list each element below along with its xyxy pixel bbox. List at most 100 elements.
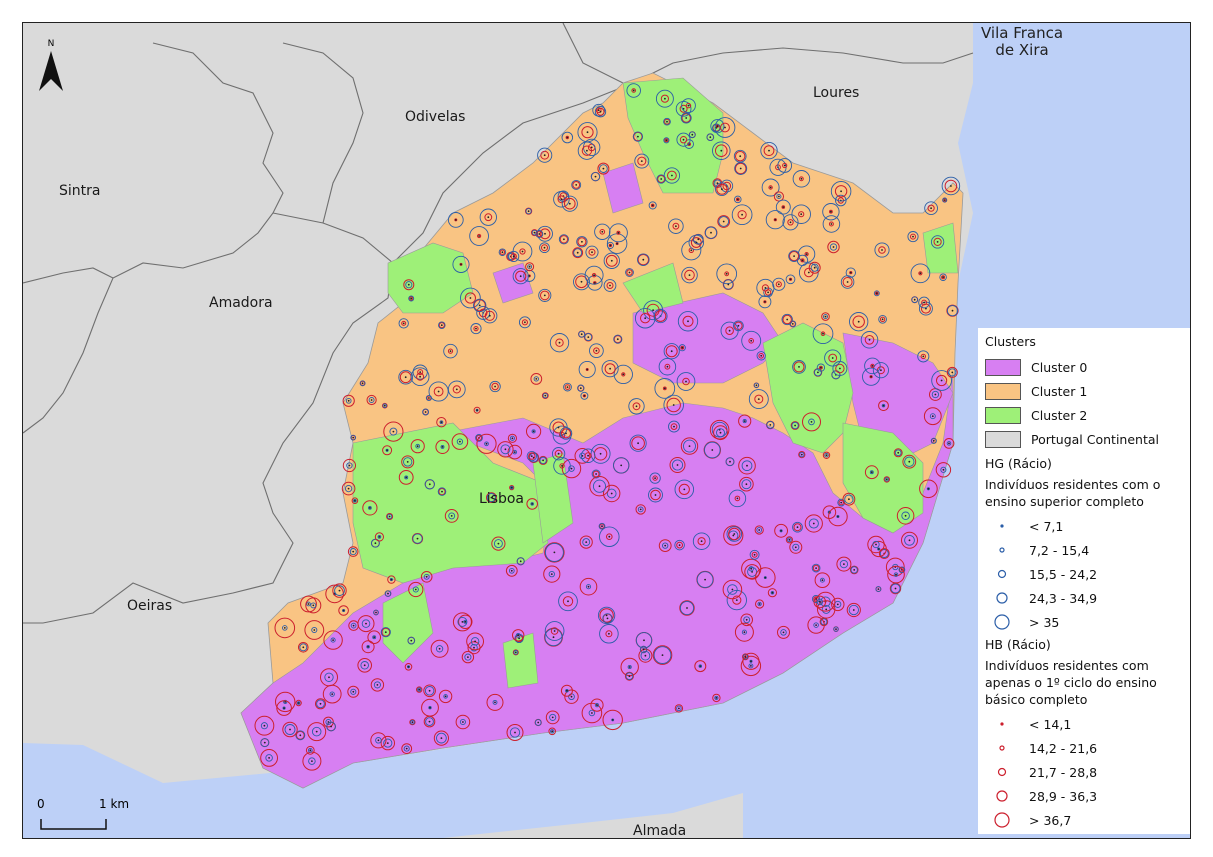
hb-symbol (421, 698, 439, 717)
centroid-dot (449, 350, 452, 352)
centroid-dot (611, 719, 614, 721)
centroid-dot (739, 167, 742, 170)
hb-symbol (305, 597, 322, 614)
hb-symbol (276, 700, 292, 716)
hg-symbol (550, 729, 555, 734)
hg-symbol (601, 360, 619, 378)
hb-symbol (813, 595, 827, 609)
centroid-dot (595, 473, 597, 475)
legend-hb-symbol-icon (999, 745, 1005, 751)
hb-symbol (821, 312, 830, 321)
hb-symbol (543, 565, 561, 583)
hg-symbol (482, 308, 498, 324)
centroid-dot (791, 323, 794, 325)
centroid-dot (635, 405, 638, 408)
centroid-dot (637, 442, 639, 445)
hb-symbol (666, 397, 681, 413)
hb-symbol (742, 653, 749, 661)
hb-symbol (918, 271, 923, 276)
hg-symbol (330, 637, 336, 643)
hb-symbol (835, 363, 845, 374)
centroid-dot (361, 382, 364, 385)
hg-symbol (553, 457, 571, 475)
hg-symbol (345, 397, 352, 404)
hg-symbol (353, 498, 357, 503)
centroid-dot (798, 366, 800, 368)
hb-symbol (579, 577, 598, 596)
centroid-dot (537, 721, 540, 724)
legend-hb-label: 21,7 - 28,8 (1029, 764, 1098, 780)
centroid-dot (807, 271, 810, 274)
hb-symbol (590, 698, 604, 712)
hg-symbol (898, 566, 906, 574)
hg-symbol (404, 475, 409, 480)
centroid-dot (544, 394, 547, 397)
hg-symbol (423, 573, 430, 580)
hb-symbol (351, 497, 359, 505)
hg-symbol (475, 408, 479, 412)
centroid-dot (796, 526, 799, 529)
hg-symbol (573, 273, 590, 291)
hb-symbol (787, 219, 794, 226)
hg-symbol (760, 141, 778, 160)
place-odivelas: Odivelas (405, 109, 466, 125)
hg-symbol (926, 487, 930, 491)
hg-symbol (513, 650, 519, 655)
centroid-dot (642, 648, 645, 651)
hg-symbol (260, 738, 270, 748)
hg-symbol (582, 538, 591, 547)
hg-symbol (613, 364, 633, 385)
hb-symbol (697, 537, 706, 546)
hg-symbol (674, 539, 685, 551)
hg-symbol (542, 392, 548, 399)
hb-symbol (754, 525, 764, 535)
centroid-dot (590, 146, 593, 149)
centroid-dot (552, 636, 555, 639)
centroid-dot (849, 271, 852, 274)
hb-symbol (370, 678, 385, 692)
hg-symbol (714, 117, 736, 138)
hg-symbol (792, 360, 806, 374)
hb-symbol (946, 366, 958, 378)
hg-symbol (775, 199, 791, 215)
south-bank (203, 63, 1190, 838)
centroid-dot (444, 695, 447, 698)
hg-symbol (598, 522, 606, 530)
cluster-0-area (632, 292, 784, 384)
hg-symbol (770, 590, 775, 595)
hb-symbol (864, 465, 879, 480)
hb-symbol (680, 345, 685, 350)
centroid-dot (352, 436, 355, 439)
hb-symbol (896, 507, 915, 525)
centroid-dot (815, 567, 817, 569)
centroid-dot (354, 499, 356, 502)
hg-symbol (310, 602, 317, 609)
centroid-dot (460, 263, 462, 266)
centroid-dot (688, 445, 691, 447)
centroid-dot (685, 117, 688, 119)
scale-line (40, 819, 107, 830)
hb-symbol (936, 374, 948, 387)
map-canvas (23, 23, 1190, 838)
hg-symbol (715, 182, 729, 197)
hg-symbol (716, 263, 738, 285)
hb-symbol (525, 207, 533, 215)
hb-symbol (322, 684, 342, 704)
centroid-dot (387, 592, 389, 595)
hg-symbol (850, 566, 858, 574)
hg-symbol (822, 215, 841, 233)
centroid-dot (494, 385, 496, 388)
hb-symbol (454, 218, 458, 222)
centroid-dot (332, 639, 334, 641)
centroid-dot (263, 741, 266, 744)
hg-symbol (756, 351, 766, 361)
centroid-dot (299, 734, 302, 737)
hb-symbol (725, 326, 734, 336)
hg-symbol (518, 316, 531, 329)
centroid-dot (930, 207, 932, 210)
legend-hg-row: > 35 (985, 610, 1190, 634)
centroid-dot (388, 515, 391, 518)
centroid-dot (605, 614, 608, 617)
hb-symbol (712, 693, 721, 703)
centroid-dot (429, 706, 431, 709)
